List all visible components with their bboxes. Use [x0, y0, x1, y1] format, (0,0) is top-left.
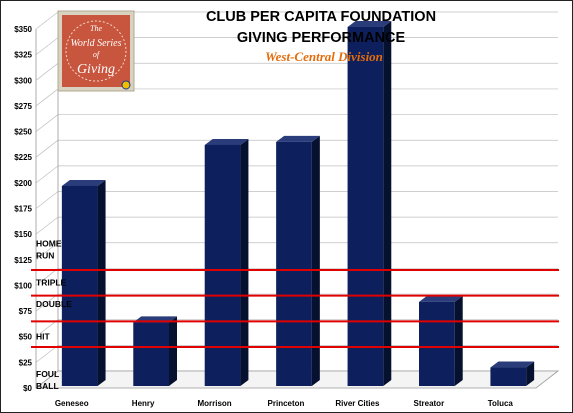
gridline-depth [35, 319, 59, 337]
bar-top [347, 21, 392, 27]
bar-top [419, 295, 463, 302]
world-series-logo: The World Series of Giving [57, 10, 135, 92]
x-tick-label: Princeton [268, 399, 305, 408]
y-axis-ticks: $0 $25 $50 $75 $100 $125 $150 $175 $200 $225 $250 $… [14, 25, 32, 393]
chart-subtitle: GIVING PERFORMANCE [237, 30, 406, 46]
y-tick-label: $75 [19, 307, 33, 316]
gridline-depth [35, 345, 59, 363]
logo-text-world-series: World Series [70, 38, 121, 49]
gridline-depth [35, 191, 59, 209]
logo-text-of: of [93, 50, 101, 59]
bar-front [419, 301, 455, 386]
bar-front [276, 141, 312, 386]
y-tick-label: $175 [14, 205, 32, 214]
bar [347, 21, 392, 386]
logo-text-the: The [90, 24, 102, 33]
x-axis-ticks: Geneseo Henry Morrison Princeton River Citie… [55, 399, 514, 408]
rotary-emblem-icon [121, 80, 131, 90]
y-tick-label: $250 [14, 128, 32, 137]
bars [61, 21, 535, 386]
chart-title: CLUB PER CAPITA FOUNDATION [206, 9, 436, 25]
level-labels: FOUL BALL HIT DOUBLE TRIPLE HOME RUN [36, 239, 72, 391]
gridline-depth [35, 114, 59, 132]
logo-background [62, 15, 130, 87]
gridline-depth [35, 242, 59, 261]
logo-ring [65, 20, 127, 82]
bar-top [61, 179, 106, 186]
level-label: HIT [36, 332, 51, 342]
level-label: TRIPLE [36, 277, 67, 287]
bar-top [204, 138, 249, 145]
bar [133, 316, 177, 386]
gridline-depth [35, 139, 59, 158]
gridline-depth [35, 37, 59, 55]
bar-front [347, 27, 384, 386]
bar-top [276, 135, 320, 142]
bar [204, 138, 249, 386]
gridline-depth [35, 216, 59, 235]
x-tick-label: Henry [132, 399, 155, 408]
y-tick-label: $325 [14, 51, 32, 60]
bar-front [204, 144, 241, 386]
y-tick-label: $350 [14, 25, 32, 34]
bar-side [240, 138, 249, 386]
y-tick-label: $300 [14, 76, 32, 85]
division-label: West-Central Division [265, 49, 383, 64]
y-tick-label: $25 [19, 358, 33, 367]
level-label: HOME [36, 239, 62, 249]
y-tick-label: $50 [19, 333, 33, 342]
gridline-depth [35, 293, 59, 312]
y-tick-label: $0 [23, 384, 32, 393]
bar-side [169, 316, 177, 386]
x-tick-label: Geneseo [55, 399, 89, 408]
bar-side [97, 179, 106, 386]
gridline-depth [35, 88, 59, 107]
gridline-depth [35, 11, 59, 30]
bar-front [61, 185, 98, 386]
y-tick-label: $200 [14, 179, 32, 188]
bar [490, 361, 535, 386]
bar-side [526, 361, 535, 386]
level-label: DOUBLE [36, 299, 72, 309]
x-tick-label: River Cities [335, 399, 380, 408]
bar-front [490, 367, 527, 386]
y-tick-label: $100 [14, 281, 32, 290]
x-tick-label: Morrison [197, 399, 231, 408]
bar [419, 295, 463, 386]
level-label: BALL [36, 381, 59, 391]
x-tick-label: Streator [414, 399, 445, 408]
y-tick-label: $275 [14, 102, 32, 111]
y-tick-label: $150 [14, 230, 32, 239]
gridline-depth [35, 63, 59, 81]
bar-front [133, 322, 169, 386]
gridline-depth [35, 165, 59, 184]
level-label: RUN [36, 251, 54, 261]
y-tick-label: $125 [14, 256, 32, 265]
bar-side [383, 21, 392, 386]
bar-side [311, 135, 320, 386]
bar [61, 179, 106, 386]
gridline-depth [35, 268, 59, 286]
level-label: FOUL [36, 369, 59, 379]
logo-text-giving: Giving [77, 62, 115, 77]
bar-side [454, 295, 463, 386]
x-tick-label: Toluca [488, 399, 514, 408]
bar [276, 135, 320, 386]
y-tick-label: $225 [14, 153, 32, 162]
threshold-lines [31, 269, 559, 348]
bar-top [490, 361, 535, 368]
